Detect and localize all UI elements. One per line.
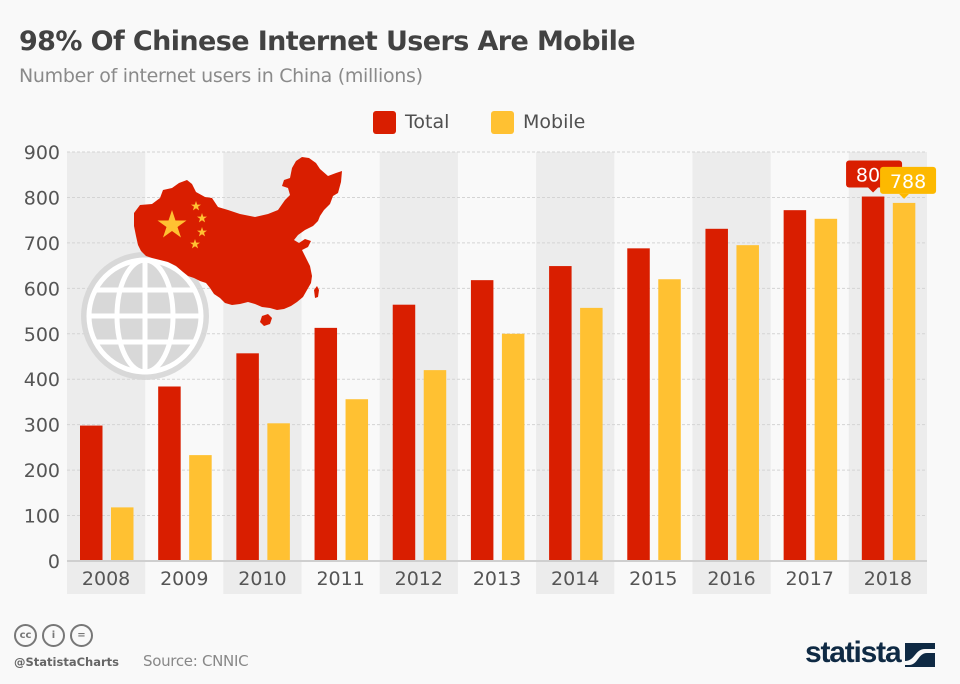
bar-mobile-2014 bbox=[580, 307, 603, 561]
x-tick-label: 2015 bbox=[629, 568, 677, 590]
chart-subtitle: Number of internet users in China (milli… bbox=[19, 65, 423, 87]
statista-handle[interactable]: @StatistaCharts bbox=[14, 655, 119, 669]
y-axis: 0 100 200 300 400 500 600 700 800 900 bbox=[24, 142, 60, 573]
bar-mobile-2017 bbox=[814, 218, 838, 561]
x-tick-label: 2018 bbox=[864, 568, 912, 590]
bar-mobile-2016 bbox=[736, 245, 759, 561]
legend-item-total: Total bbox=[373, 110, 449, 134]
y-tick-label: 600 bbox=[24, 278, 60, 300]
y-tick-label: 400 bbox=[24, 369, 60, 391]
legend-label-total: Total bbox=[405, 111, 450, 133]
bar-mobile-2015 bbox=[658, 279, 681, 561]
data-label-text: 788 bbox=[890, 171, 926, 193]
statista-logo-text: statista bbox=[805, 636, 902, 669]
y-tick-label: 700 bbox=[24, 233, 60, 255]
bar-total-2014 bbox=[549, 266, 572, 561]
x-tick-label: 2017 bbox=[786, 568, 834, 590]
y-tick-label: 200 bbox=[24, 460, 60, 482]
bars bbox=[80, 196, 916, 562]
globe-icon bbox=[81, 252, 209, 380]
x-tick-label: 2008 bbox=[82, 568, 130, 590]
decoration bbox=[81, 157, 342, 380]
y-tick-label: 900 bbox=[24, 142, 60, 164]
bar-mobile-2013 bbox=[501, 333, 525, 561]
attribution-icon: i bbox=[42, 624, 65, 647]
bar-mobile-2011 bbox=[345, 399, 369, 561]
bar-total-2008 bbox=[80, 425, 103, 561]
y-tick-label: 500 bbox=[24, 324, 60, 346]
y-tick-label: 100 bbox=[24, 506, 60, 528]
chart-title: 98% Of Chinese Internet Users Are Mobile bbox=[19, 26, 636, 57]
bar-mobile-2012 bbox=[423, 370, 447, 561]
x-tick-label: 2013 bbox=[473, 568, 521, 590]
bar-total-2017 bbox=[783, 210, 807, 561]
bar-mobile-2010 bbox=[267, 423, 290, 561]
x-tick-label: 2011 bbox=[316, 568, 364, 590]
bar-mobile-2009 bbox=[189, 455, 212, 561]
china-map-icon bbox=[134, 157, 342, 326]
bar-total-2016 bbox=[705, 228, 728, 561]
x-tick-label: 2009 bbox=[160, 568, 208, 590]
legend-swatch-total bbox=[373, 110, 396, 134]
x-tick-label: 2012 bbox=[395, 568, 443, 590]
no-derivatives-icon: = bbox=[70, 624, 93, 647]
bar-total-2013 bbox=[470, 280, 494, 561]
x-tick-label: 2010 bbox=[238, 568, 286, 590]
x-tick-label: 2016 bbox=[707, 568, 755, 590]
statista-logo-mark-icon bbox=[905, 643, 936, 667]
y-tick-label: 0 bbox=[48, 551, 60, 573]
source-note: Source: CNNIC bbox=[143, 652, 249, 670]
legend-item-mobile: Mobile bbox=[491, 110, 585, 134]
bar-total-2009 bbox=[158, 386, 181, 561]
bar-total-2015 bbox=[627, 248, 650, 561]
bar-total-2018 bbox=[861, 196, 885, 561]
bar-mobile-2018 bbox=[892, 202, 916, 562]
flag-big-star bbox=[157, 210, 187, 238]
bar-total-2012 bbox=[392, 304, 416, 561]
statista-logo[interactable]: statista bbox=[805, 636, 936, 670]
cc-icon: cc bbox=[14, 624, 37, 647]
license-icons: cc i = bbox=[14, 624, 93, 647]
y-tick-label: 800 bbox=[24, 187, 60, 209]
bar-total-2011 bbox=[314, 327, 338, 561]
legend-swatch-mobile bbox=[491, 110, 514, 134]
x-axis: 2008 2009 2010 2011 2012 2013 2014 2015 2016 2017… bbox=[82, 568, 912, 590]
bar-total-2010 bbox=[236, 353, 259, 561]
data-label-mobile: 788 bbox=[880, 166, 937, 199]
legend-label-mobile: Mobile bbox=[523, 111, 586, 133]
y-tick-label: 300 bbox=[24, 415, 60, 437]
x-tick-label: 2014 bbox=[551, 568, 599, 590]
bar-mobile-2008 bbox=[111, 507, 134, 561]
